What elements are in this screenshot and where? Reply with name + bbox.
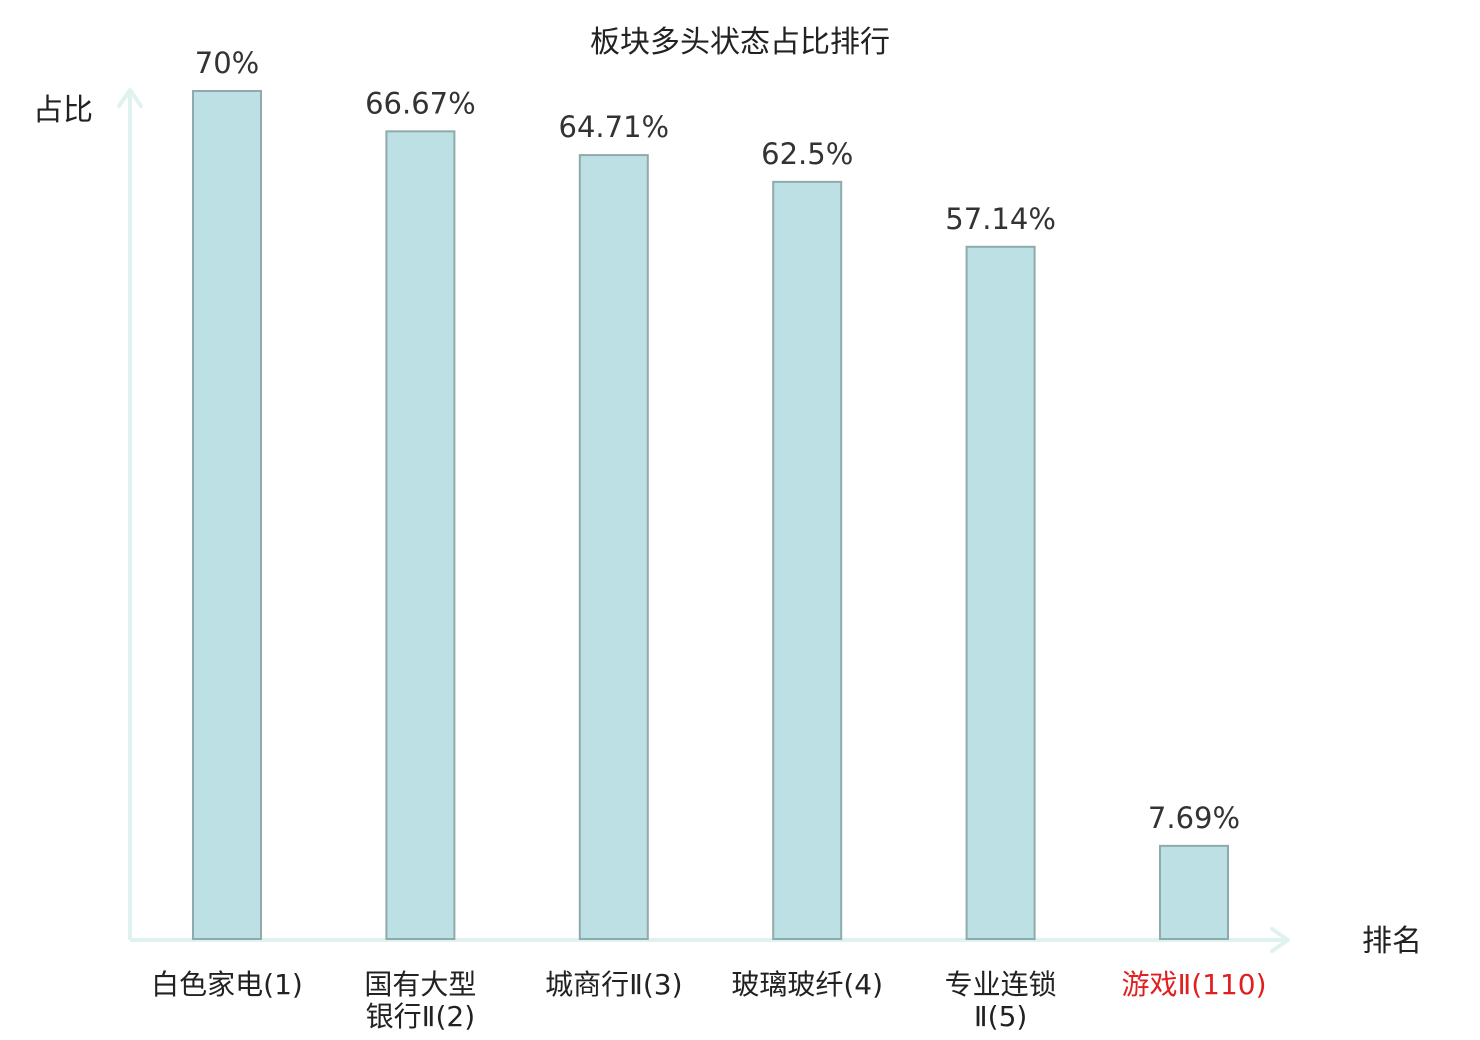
x-tick-label-4: 玻璃玻纤(4) xyxy=(731,968,883,1001)
x-tick-label-1: 白色家电(1) xyxy=(151,968,303,1001)
x-tick-label-3: 城商行Ⅱ(3) xyxy=(545,968,682,1001)
x-tick-label-line: 玻璃玻纤(4) xyxy=(731,968,883,1001)
bar-3 xyxy=(578,154,649,940)
chart-title: 板块多头状态占比排行 xyxy=(590,25,890,60)
y-axis-arrow xyxy=(117,88,143,108)
value-label-1: 70% xyxy=(195,46,259,80)
x-axis-arrow xyxy=(1270,927,1290,953)
bar-6 xyxy=(1159,844,1229,940)
bars-group xyxy=(192,90,1229,941)
bar-2 xyxy=(385,130,456,940)
value-labels-group: 70% 66.67% 64.71% 62.5% 57.14% 7.69% xyxy=(195,46,1240,835)
x-axis-label: 排名 xyxy=(1362,924,1422,959)
x-tick-label-6: 游戏Ⅱ(110) xyxy=(1121,968,1266,1001)
axes xyxy=(117,88,1290,953)
y-axis-label: 占比 xyxy=(33,93,93,128)
x-tick-label-line: 游戏Ⅱ(110) xyxy=(1121,968,1266,1001)
x-tick-label-line: 专业连锁 xyxy=(945,968,1057,1001)
value-label-4: 62.5% xyxy=(761,137,853,171)
value-label-6: 7.69% xyxy=(1148,801,1240,835)
x-tick-label-line: 城商行Ⅱ(3) xyxy=(545,968,682,1001)
bar-1 xyxy=(192,90,262,940)
x-tick-label-line: Ⅱ(5) xyxy=(974,1000,1027,1033)
value-label-3: 64.71% xyxy=(559,110,670,144)
x-tick-label-line: 国有大型 xyxy=(364,968,476,1001)
value-label-5: 57.14% xyxy=(945,202,1056,236)
bar-5 xyxy=(965,245,1036,940)
x-tick-labels-group: 白色家电(1) 国有大型银行Ⅱ(2) 城商行Ⅱ(3) 玻璃玻纤(4) 专业连锁 Ⅱ(5) 游… xyxy=(151,968,1266,1033)
x-tick-label-line: 银行Ⅱ(2) xyxy=(366,1000,475,1033)
bar-4 xyxy=(772,180,843,941)
x-tick-label-5: 专业连锁 Ⅱ(5) xyxy=(945,968,1057,1033)
x-tick-label-2: 国有大型银行Ⅱ(2) xyxy=(364,968,476,1033)
x-tick-label-line: 白色家电(1) xyxy=(151,968,303,1001)
value-label-2: 66.67% xyxy=(365,86,476,120)
